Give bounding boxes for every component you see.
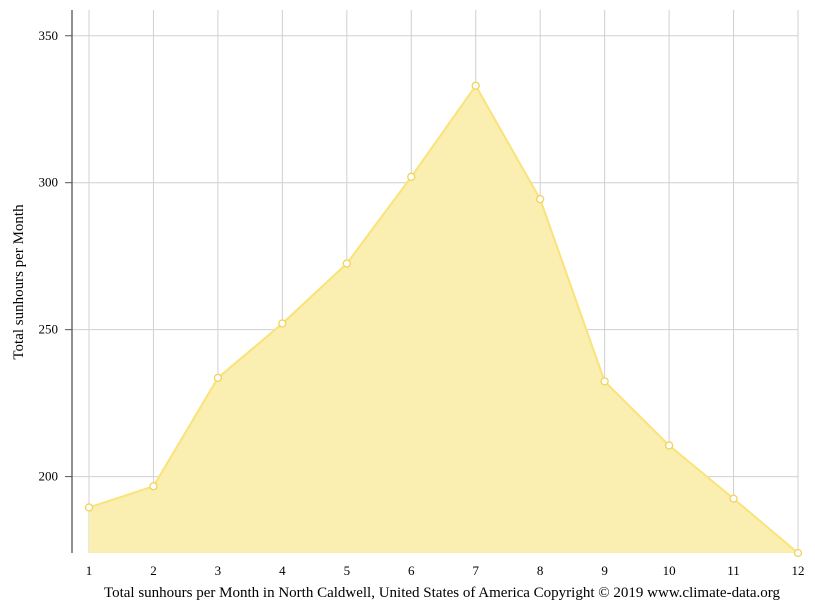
data-point	[471, 81, 480, 90]
x-axis-title: Total sunhours per Month in North Caldwe…	[104, 585, 781, 601]
x-tick-label: 3	[215, 563, 222, 578]
area-fill	[89, 85, 798, 553]
data-point	[84, 503, 94, 512]
x-tick-label: 9	[601, 563, 608, 578]
data-point	[664, 441, 674, 450]
data-point	[600, 377, 609, 386]
data-point	[149, 482, 158, 491]
y-tick-label: 250	[39, 322, 59, 337]
data-point	[213, 373, 223, 382]
x-tick-label: 8	[537, 563, 544, 578]
x-tick-label: 5	[344, 563, 351, 578]
data-point	[536, 195, 545, 204]
data-point	[342, 259, 351, 268]
y-tick-label: 350	[39, 28, 59, 43]
x-tick-label: 6	[408, 563, 415, 578]
marker-layer	[84, 81, 803, 558]
y-axis-title: Total sunhours per Month	[11, 204, 27, 360]
data-point	[793, 548, 803, 558]
series-line	[88, 83, 799, 554]
x-tick-label: 4	[279, 563, 286, 578]
area-layer	[88, 83, 799, 554]
data-point	[278, 319, 287, 328]
x-tick-label: 11	[727, 563, 740, 578]
data-point	[407, 172, 416, 181]
data-point	[729, 494, 738, 503]
x-tick-label: 10	[663, 563, 676, 578]
y-tick-label: 200	[39, 469, 59, 484]
x-tick-label: 2	[150, 563, 157, 578]
x-tick-label: 7	[472, 563, 479, 578]
x-tick-label: 1	[86, 563, 93, 578]
axis-layer	[65, 10, 73, 553]
x-tick-label: 12	[792, 563, 805, 578]
y-tick-label: 300	[39, 175, 59, 190]
